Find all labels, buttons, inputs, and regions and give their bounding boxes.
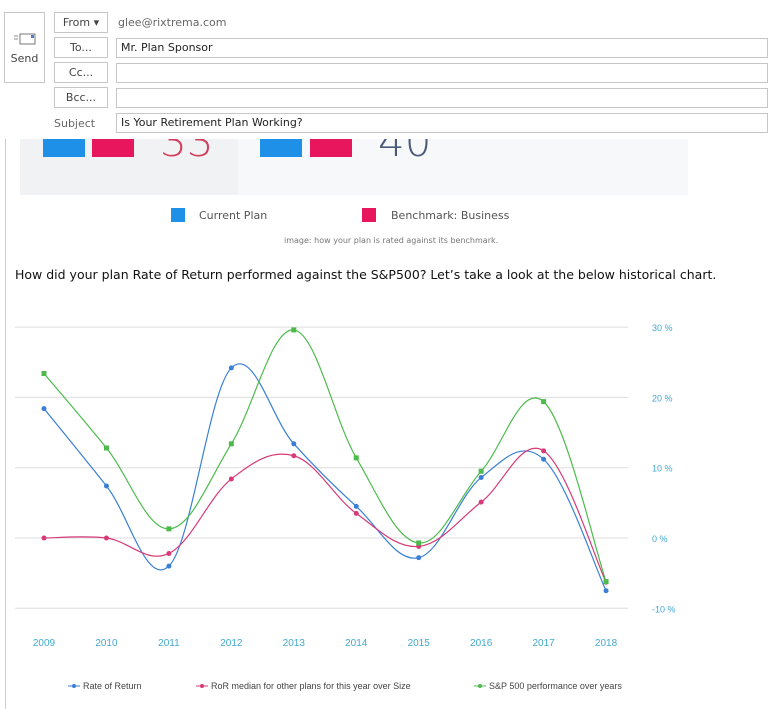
current-bar-right (260, 139, 302, 157)
series-line-0 (43, 363, 607, 591)
legend-marker (478, 684, 482, 688)
data-point (353, 455, 359, 461)
data-point (291, 441, 297, 447)
subject-label: Subject (54, 117, 96, 130)
image-caption: image: how your plan is rated against it… (284, 236, 499, 245)
chevron-down-icon: ▾ (93, 16, 100, 29)
benchmark-bar-left (92, 139, 134, 157)
data-point (353, 503, 359, 509)
from-label: From (62, 16, 91, 29)
data-point (603, 588, 609, 594)
data-point (478, 475, 484, 481)
data-point (478, 468, 484, 474)
legend-current-label: Current Plan (199, 209, 268, 222)
data-point (353, 510, 359, 516)
x-tick-label: 2012 (220, 638, 243, 649)
x-tick-label: 2018 (595, 638, 618, 649)
data-point (103, 445, 109, 451)
legend-benchmark-swatch (362, 208, 376, 222)
send-envelope-icon (13, 33, 35, 45)
data-point (228, 365, 234, 371)
x-tick-label: 2015 (408, 638, 431, 649)
data-point (603, 579, 609, 585)
data-point (103, 535, 109, 541)
score-left: 33 (160, 139, 214, 166)
benchmark-bar-right (310, 139, 352, 157)
legend-marker (200, 684, 204, 688)
x-tick-label: 2017 (532, 638, 555, 649)
y-tick-label: 10 % (652, 464, 673, 474)
y-tick-label: -10 % (652, 604, 676, 614)
legend-marker (72, 684, 76, 688)
data-point (291, 453, 297, 459)
cc-field[interactable] (116, 63, 768, 83)
to-field[interactable]: Mr. Plan Sponsor (116, 38, 768, 58)
from-button[interactable]: From ▾ (54, 12, 108, 33)
current-bar-left (43, 139, 85, 157)
data-point (41, 406, 47, 412)
bcc-field[interactable] (116, 88, 768, 108)
body-border (5, 139, 6, 709)
x-tick-label: 2011 (158, 638, 180, 649)
data-point (416, 540, 422, 546)
legend-current-swatch (171, 208, 185, 222)
x-tick-label: 2010 (95, 638, 118, 649)
data-point (478, 499, 484, 505)
x-tick-label: 2013 (283, 638, 306, 649)
to-button[interactable]: To... (54, 37, 108, 58)
series-line-1 (43, 447, 607, 583)
data-point (166, 563, 172, 569)
x-tick-label: 2014 (345, 638, 368, 649)
data-point (166, 550, 172, 556)
data-point (41, 370, 47, 376)
legend-label: RoR median for other plans for this year… (211, 681, 411, 691)
cc-button[interactable]: Cc... (54, 62, 108, 83)
rating-image: 33 40 (20, 139, 688, 195)
data-point (41, 535, 47, 541)
x-tick-label: 2016 (470, 638, 493, 649)
data-point (103, 483, 109, 489)
body-text: How did your plan Rate of Return perform… (15, 267, 717, 282)
data-point (541, 456, 547, 462)
legend-label: Rate of Return (83, 681, 142, 691)
data-point (228, 476, 234, 482)
bcc-button[interactable]: Bcc... (54, 87, 108, 108)
send-label: Send (10, 52, 39, 65)
data-point (541, 448, 547, 454)
data-point (541, 399, 547, 405)
score-right: 40 (378, 139, 432, 166)
from-value: glee@rixtrema.com (118, 16, 227, 29)
data-point (228, 441, 234, 447)
y-tick-label: 0 % (652, 534, 668, 544)
data-point (416, 555, 422, 561)
y-tick-label: 20 % (652, 393, 673, 403)
y-tick-label: 30 % (652, 323, 673, 333)
send-button[interactable]: Send (4, 12, 45, 83)
legend-label: S&P 500 performance over years (489, 681, 622, 691)
x-tick-label: 2009 (33, 638, 56, 649)
line-chart: 30 % 20 % 10 % 0 % -10 % 2009 2010 2011 2012 2013… (15, 323, 676, 691)
data-point (291, 327, 297, 333)
series-line-2 (43, 329, 607, 582)
legend-benchmark-label: Benchmark: Business (391, 209, 510, 222)
subject-field[interactable]: Is Your Retirement Plan Working? (116, 113, 768, 133)
data-point (166, 526, 172, 532)
